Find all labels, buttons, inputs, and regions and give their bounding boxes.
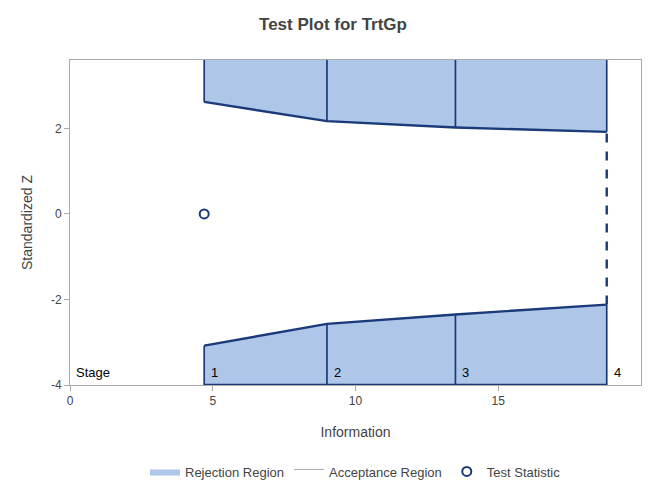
svg-text:Stage: Stage — [76, 365, 110, 380]
svg-text:3: 3 — [462, 365, 469, 380]
svg-text:Test Statistic: Test Statistic — [487, 465, 560, 480]
svg-text:Information: Information — [320, 424, 390, 440]
svg-text:0: 0 — [67, 394, 74, 408]
svg-text:10: 10 — [349, 394, 363, 408]
svg-text:Rejection Region: Rejection Region — [185, 465, 284, 480]
svg-text:0: 0 — [55, 207, 62, 221]
svg-text:2: 2 — [334, 365, 341, 380]
svg-text:Test Plot for TrtGp: Test Plot for TrtGp — [259, 15, 407, 34]
svg-text:15: 15 — [492, 394, 506, 408]
svg-text:2: 2 — [55, 122, 62, 136]
svg-text:5: 5 — [209, 394, 216, 408]
svg-text:1: 1 — [211, 365, 218, 380]
svg-text:-4: -4 — [51, 378, 62, 392]
svg-text:-2: -2 — [51, 293, 62, 307]
svg-text:Acceptance Region: Acceptance Region — [329, 465, 442, 480]
svg-text:4: 4 — [614, 365, 621, 380]
svg-text:Standardized Z: Standardized Z — [19, 175, 35, 270]
